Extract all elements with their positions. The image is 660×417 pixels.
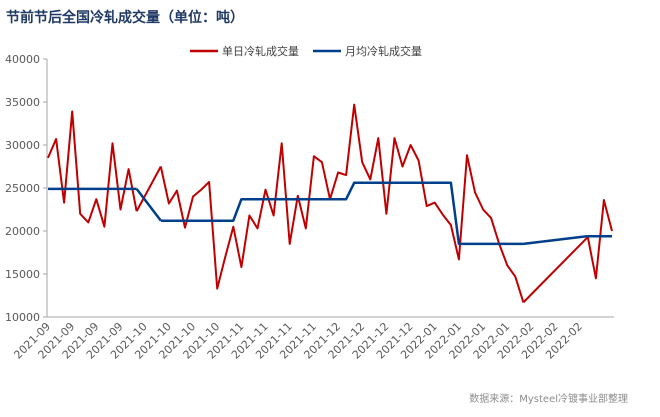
y-tick-label: 30000	[5, 139, 40, 152]
y-tick-label: 40000	[5, 53, 40, 66]
gap-connector	[523, 234, 588, 246]
gap-connector	[135, 188, 162, 222]
series-line	[159, 103, 525, 303]
y-tick-label: 10000	[5, 311, 40, 324]
series-line	[47, 110, 138, 228]
source-note: 数据来源：Mysteel冷镀事业部整理	[469, 392, 628, 405]
y-tick-label: 15000	[5, 268, 40, 281]
gap-connector	[522, 236, 589, 304]
y-tick-label: 35000	[5, 96, 40, 109]
y-tick-label: 20000	[5, 225, 40, 238]
series-line	[586, 199, 613, 280]
legend-label: 月均冷轧成交量	[345, 44, 422, 58]
series-line	[160, 181, 524, 246]
legend-label: 单日冷轧成交量	[222, 44, 299, 58]
gap-connector	[135, 166, 162, 212]
chart-title: 节前节后全国冷轧成交量（单位：吨）	[6, 9, 244, 26]
y-tick-label: 25000	[5, 182, 40, 195]
